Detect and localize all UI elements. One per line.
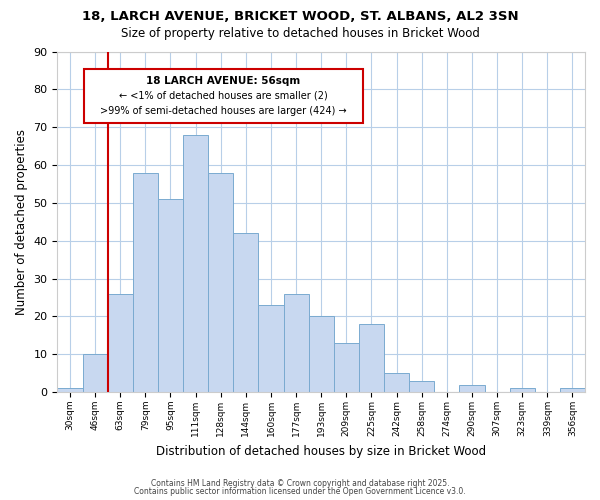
Bar	[284, 294, 308, 392]
Bar	[308, 316, 334, 392]
Bar	[183, 135, 208, 392]
Bar	[158, 199, 183, 392]
Y-axis label: Number of detached properties: Number of detached properties	[15, 129, 28, 315]
FancyBboxPatch shape	[84, 68, 364, 123]
Bar	[83, 354, 107, 392]
Bar	[409, 381, 434, 392]
Bar	[133, 172, 158, 392]
X-axis label: Distribution of detached houses by size in Bricket Wood: Distribution of detached houses by size …	[156, 444, 486, 458]
Bar	[384, 373, 409, 392]
Text: >99% of semi-detached houses are larger (424) →: >99% of semi-detached houses are larger …	[100, 106, 347, 116]
Bar	[560, 388, 585, 392]
Text: Contains public sector information licensed under the Open Government Licence v3: Contains public sector information licen…	[134, 487, 466, 496]
Text: 18 LARCH AVENUE: 56sqm: 18 LARCH AVENUE: 56sqm	[146, 76, 301, 86]
Bar	[259, 305, 284, 392]
Bar	[107, 294, 133, 392]
Text: 18, LARCH AVENUE, BRICKET WOOD, ST. ALBANS, AL2 3SN: 18, LARCH AVENUE, BRICKET WOOD, ST. ALBA…	[82, 10, 518, 23]
Bar	[460, 384, 485, 392]
Text: ← <1% of detached houses are smaller (2): ← <1% of detached houses are smaller (2)	[119, 91, 328, 101]
Bar	[233, 233, 259, 392]
Bar	[359, 324, 384, 392]
Bar	[334, 343, 359, 392]
Bar	[58, 388, 83, 392]
Text: Size of property relative to detached houses in Bricket Wood: Size of property relative to detached ho…	[121, 28, 479, 40]
Bar	[509, 388, 535, 392]
Bar	[208, 172, 233, 392]
Text: Contains HM Land Registry data © Crown copyright and database right 2025.: Contains HM Land Registry data © Crown c…	[151, 478, 449, 488]
